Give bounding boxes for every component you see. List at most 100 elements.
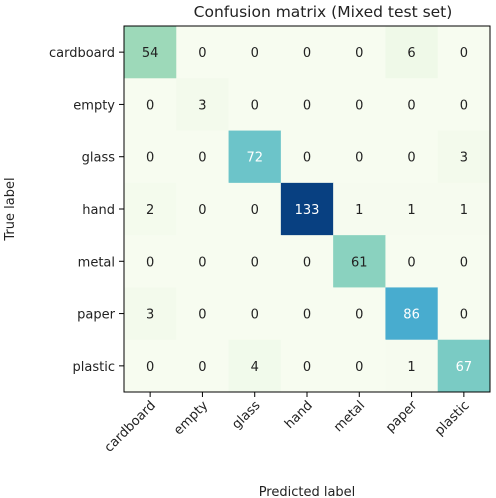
cell-value-label: 0 (198, 308, 206, 323)
cell-value-label: 0 (303, 360, 311, 375)
y-tick-label: hand (82, 203, 115, 218)
chart-title: Confusion matrix (Mixed test set) (194, 3, 453, 21)
heatmap-cell (333, 287, 386, 341)
heatmap-cell (176, 287, 230, 341)
cell-value-label: 0 (407, 98, 415, 113)
heatmap-cell (437, 339, 491, 393)
cell-value-label: 0 (251, 255, 259, 270)
heatmap-cell (280, 287, 334, 341)
x-tick-label: glass (229, 398, 263, 432)
y-tick-label: empty (73, 98, 115, 113)
cell-value-label: 0 (303, 151, 311, 166)
cell-value-label: 1 (460, 203, 468, 218)
cell-value-label: 0 (198, 360, 206, 375)
heatmap-cell (228, 78, 282, 132)
cell-value-label: 61 (351, 255, 368, 270)
heatmap-cell (228, 235, 282, 288)
cell-value-label: 0 (355, 360, 363, 375)
heatmap-cell (385, 26, 439, 79)
heatmap-cell (333, 78, 386, 132)
heatmap-cell (228, 287, 282, 341)
cell-value-label: 2 (146, 203, 154, 218)
heatmap-cell (437, 78, 491, 132)
heatmap-cell (124, 130, 177, 184)
cell-value-label: 0 (355, 151, 363, 166)
x-tick-label: hand (282, 398, 316, 432)
heatmap-cell (280, 130, 334, 184)
heatmap-cell (176, 182, 230, 236)
heatmap-cell (333, 182, 386, 236)
x-tick-label: paper (383, 398, 421, 436)
x-tick-label: empty (171, 398, 211, 438)
cell-value-label: 1 (407, 360, 415, 375)
cell-value-label: 1 (407, 203, 415, 218)
y-tick-label: metal (78, 255, 115, 270)
cell-value-label: 0 (198, 203, 206, 218)
cell-value-label: 0 (198, 46, 206, 61)
y-axis-ticks: cardboard empty glass hand metal paper plastic (49, 46, 124, 375)
cell-value-label: 0 (355, 98, 363, 113)
cell-value-label: 0 (355, 46, 363, 61)
heatmap-cell (280, 26, 334, 79)
heatmap-cell (280, 182, 334, 236)
cell-value-label: 0 (146, 151, 154, 166)
heatmap-cell (124, 235, 177, 288)
heatmap-cell (176, 26, 230, 79)
heatmap-cell (333, 130, 386, 184)
heatmap-cell (333, 235, 386, 288)
heatmap-cell (280, 78, 334, 132)
cell-value-label: 0 (303, 255, 311, 270)
cell-value-label: 3 (460, 151, 468, 166)
heatmap-cell (228, 182, 282, 236)
cell-value-label: 86 (403, 308, 420, 323)
x-tick-label: plastic (432, 398, 473, 439)
cell-value-label: 0 (303, 308, 311, 323)
cell-value-label: 0 (251, 308, 259, 323)
y-tick-label: cardboard (49, 46, 115, 61)
cell-value-label: 54 (142, 46, 159, 61)
heatmap-cell (385, 235, 439, 288)
heatmap-cell (280, 235, 334, 288)
heatmap-cell (124, 78, 177, 132)
heatmap-cell (333, 339, 386, 393)
heatmap-cell (124, 26, 177, 79)
heatmap-cell (228, 130, 282, 184)
heatmap-cell (385, 78, 439, 132)
heatmap-cell (228, 26, 282, 79)
cell-value-label: 0 (407, 151, 415, 166)
cell-value-label: 3 (146, 308, 154, 323)
x-tick-label: metal (331, 398, 368, 435)
heatmap-cell (280, 339, 334, 393)
cell-value-label: 3 (198, 98, 206, 113)
cell-value-label: 0 (198, 151, 206, 166)
cell-value-label: 0 (146, 255, 154, 270)
heatmap-cell (124, 339, 177, 393)
x-axis-ticks: cardboard empty glass hand metal paper plastic (102, 392, 473, 456)
cell-value-label: 0 (460, 255, 468, 270)
cell-value-label: 0 (460, 98, 468, 113)
heatmap-cell (385, 339, 439, 393)
cell-value-label: 67 (456, 360, 473, 375)
heatmap-cell (437, 287, 491, 341)
heatmap-cell (124, 287, 177, 341)
heatmap-cell (385, 130, 439, 184)
cell-value-label: 0 (251, 98, 259, 113)
heatmap-cell (228, 339, 282, 393)
heatmap-cells: 54 0 0 0 0 6 0 0 3 0 0 0 0 0 0 0 72 0 0 0 3 2 0 0 133 1 1 1 0 0 0 0 61 0 0… (124, 26, 491, 393)
cell-value-label: 133 (295, 203, 320, 218)
y-tick-label: glass (82, 151, 116, 166)
heatmap-cell (124, 182, 177, 236)
heatmap-cell (437, 235, 491, 288)
heatmap-cell (437, 26, 491, 79)
heatmap-cell (176, 235, 230, 288)
heatmap-cell (437, 182, 491, 236)
y-tick-label: paper (77, 308, 115, 323)
cell-value-label: 0 (303, 98, 311, 113)
cell-value-label: 6 (407, 46, 415, 61)
x-tick-label: cardboard (102, 398, 159, 455)
cell-value-label: 0 (198, 255, 206, 270)
heatmap-cell (385, 287, 439, 341)
cell-value-label: 0 (355, 308, 363, 323)
y-tick-label: plastic (73, 360, 115, 375)
